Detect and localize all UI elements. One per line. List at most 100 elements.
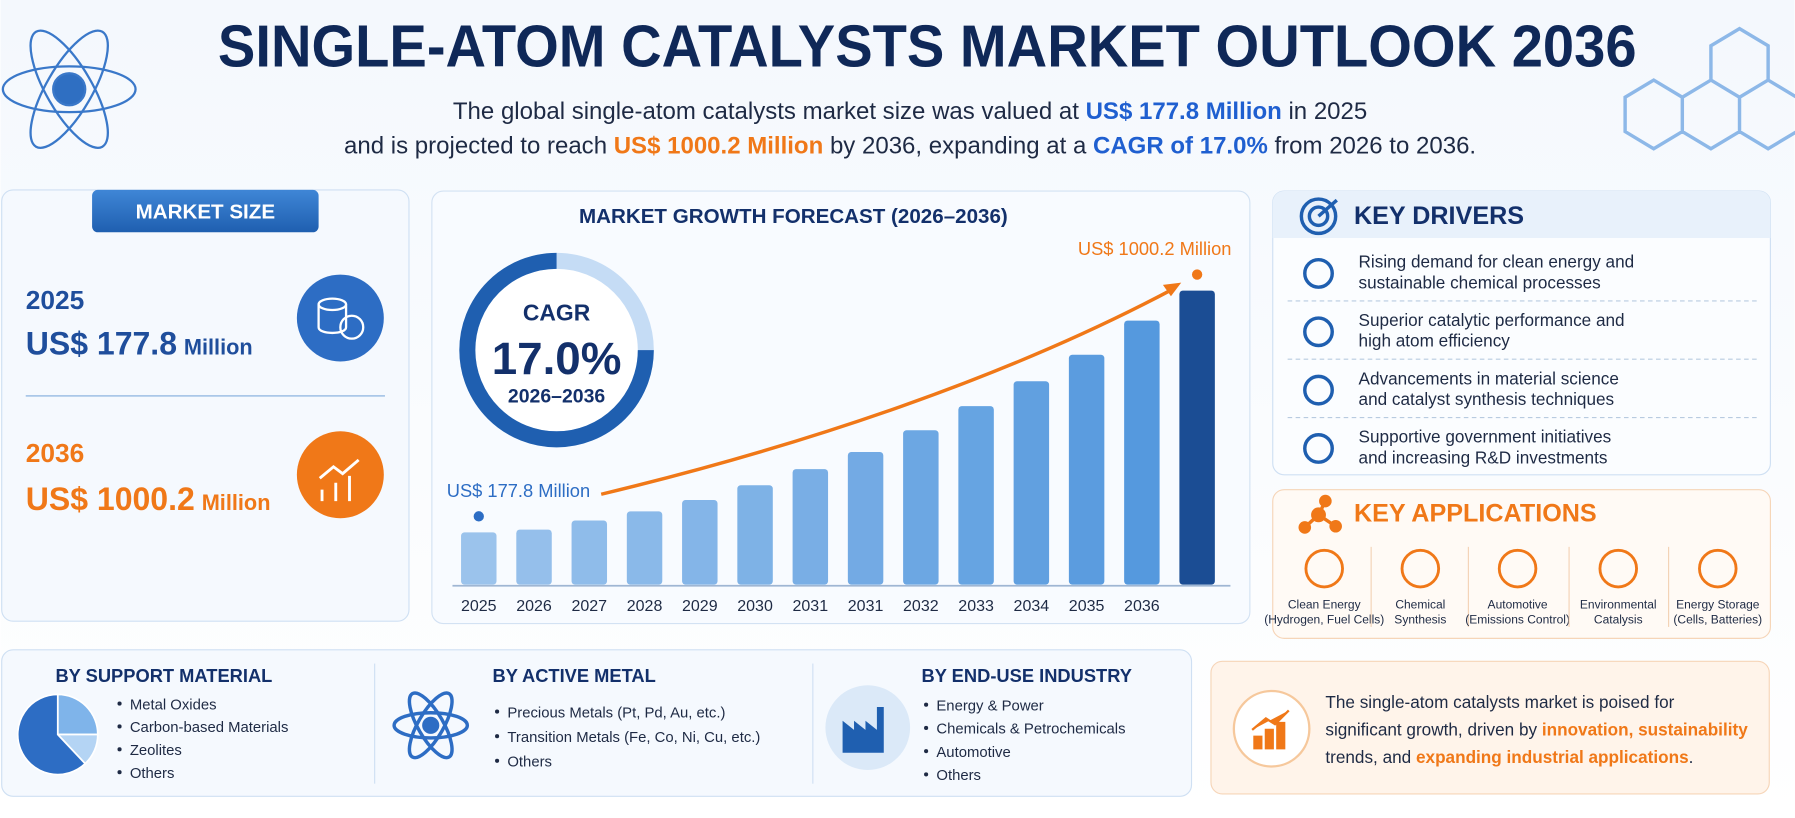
summary-text: .	[1689, 747, 1694, 767]
bullet	[117, 701, 122, 706]
driver-text: and catalyst synthesis techniques	[1359, 389, 1615, 409]
bar-chart: 2025 US$ 177.8 Million 2026 2027 2028 2029 203…	[447, 238, 1232, 615]
drivers-title: KEY DRIVERS	[1354, 202, 1524, 230]
subtitle-highlight: CAGR of 17.0%	[1093, 132, 1268, 159]
segment-item: Others	[130, 766, 175, 782]
x-tick-label: 2036	[1124, 598, 1160, 615]
application-text: Clean Energy	[1288, 598, 1361, 612]
growth-icon	[296, 431, 384, 519]
label-dot	[1191, 269, 1203, 280]
bullet	[924, 772, 929, 777]
subtitle-text: The global single-atom catalysts market …	[453, 98, 1086, 125]
segment-item: Carbon-based Materials	[130, 720, 289, 736]
coins-glyph	[317, 297, 365, 340]
x-tick-label: 2034	[1014, 598, 1050, 615]
label-dot	[473, 511, 484, 522]
driver-text: Supportive government initiatives	[1359, 427, 1612, 447]
application-text: (Hydrogen, Fuel Cells)	[1264, 613, 1384, 627]
segment-title: BY END-USE INDUSTRY	[922, 665, 1132, 686]
bullet	[117, 724, 122, 729]
x-tick-label: 2033	[958, 598, 994, 615]
application-text: Catalysis	[1594, 613, 1643, 627]
driver-text: sustainable chemical processes	[1359, 272, 1601, 292]
application-icon	[1304, 548, 1344, 589]
bar	[792, 469, 829, 585]
segment-title: BY SUPPORT MATERIAL	[55, 665, 272, 686]
segment-item: Transition Metals (Fe, Co, Ni, Cu, etc.)	[507, 730, 760, 746]
summary-highlight: innovation, sustainability	[1542, 720, 1748, 740]
subtitle-line: The global single-atom catalysts market …	[453, 98, 1367, 125]
subtitle-text: and is projected to reach	[344, 132, 614, 159]
subtitle-line: and is projected to reach US$ 1000.2 Mil…	[344, 132, 1476, 159]
bar	[571, 520, 608, 585]
applications-panel	[1272, 489, 1771, 639]
cagr-label: CAGR	[523, 299, 591, 325]
cagr-period: 2026–2036	[508, 386, 605, 408]
cagr-ring-arc	[459, 252, 654, 448]
x-tick-label: 2031	[848, 598, 884, 615]
segment-item: Others	[936, 768, 981, 784]
bar	[516, 529, 552, 585]
atom-decoration	[1, 29, 137, 149]
driver-text: Rising demand for clean energy and	[1359, 252, 1635, 272]
application-text: Automotive	[1488, 598, 1548, 612]
bar	[1179, 290, 1215, 585]
segment-item: Energy & Power	[936, 698, 1043, 714]
market-size-panel	[1, 189, 410, 622]
segment-item: Automotive	[936, 745, 1010, 761]
chart-title: MARKET GROWTH FORECAST (2026–2036)	[579, 205, 1008, 228]
subtitle-text: in 2025	[1282, 98, 1367, 125]
driver-icon	[1303, 433, 1334, 464]
hexagon-decoration	[1623, 26, 1795, 151]
x-tick-label: 2025	[461, 598, 497, 615]
market-size-title: MARKET SIZE	[136, 201, 275, 224]
bullet	[495, 734, 500, 739]
summary-highlight: expanding industrial applications	[1416, 747, 1689, 767]
segment-item: Chemicals & Petrochemicals	[936, 722, 1125, 738]
driver-icon	[1303, 257, 1334, 289]
factory-glyph	[842, 707, 884, 753]
bullet	[117, 747, 122, 752]
application-icon	[1400, 548, 1441, 589]
bar	[958, 406, 994, 585]
x-tick-label: 2029	[682, 598, 718, 615]
bar	[461, 532, 497, 585]
application-text: Chemical	[1395, 598, 1445, 612]
driver-text: and increasing R&D investments	[1359, 447, 1608, 467]
bullet	[495, 758, 500, 763]
pie-slice	[16, 693, 87, 776]
target-icon	[1299, 197, 1338, 236]
x-tick-label: 2027	[571, 598, 607, 615]
arrow-head	[1162, 282, 1182, 297]
growth-glyph	[318, 458, 360, 502]
coins-icon	[296, 274, 384, 362]
x-tick-label: 2032	[903, 598, 939, 615]
bullet	[924, 749, 929, 754]
bar	[737, 485, 773, 585]
segment-title: BY ACTIVE METAL	[493, 665, 656, 686]
summary-glyph	[1251, 709, 1290, 750]
driver-icon	[1303, 316, 1334, 348]
application-text: Energy Storage	[1676, 598, 1760, 612]
segment-item: Precious Metals (Pt, Pd, Au, etc.)	[507, 705, 725, 721]
bar	[1013, 381, 1050, 585]
subtitle-text: from 2026 to 2036.	[1268, 132, 1476, 159]
application-icon	[1698, 548, 1738, 589]
application-text: Environmental	[1580, 598, 1657, 612]
unit: Million	[184, 335, 253, 360]
bar	[1124, 320, 1160, 585]
year: 2036	[26, 438, 85, 468]
segment-item: Others	[507, 755, 552, 771]
subtitle-highlight: US$ 177.8 Million	[1086, 98, 1282, 125]
application-text: Synthesis	[1394, 613, 1446, 627]
summary-panel	[1210, 660, 1770, 795]
summary-line: The single-atom catalysts market is pois…	[1325, 692, 1674, 712]
subtitle-highlight: US$ 1000.2 Million	[614, 132, 824, 159]
title: SINGLE-ATOM CATALYSTS MARKET OUTLOOK 203…	[218, 12, 1637, 79]
x-tick-label: 2031	[793, 598, 829, 615]
growth-arrow	[600, 286, 1176, 496]
bar	[1068, 354, 1105, 585]
application-icon	[1598, 548, 1638, 589]
summary-text: significant growth, driven by	[1325, 720, 1541, 740]
